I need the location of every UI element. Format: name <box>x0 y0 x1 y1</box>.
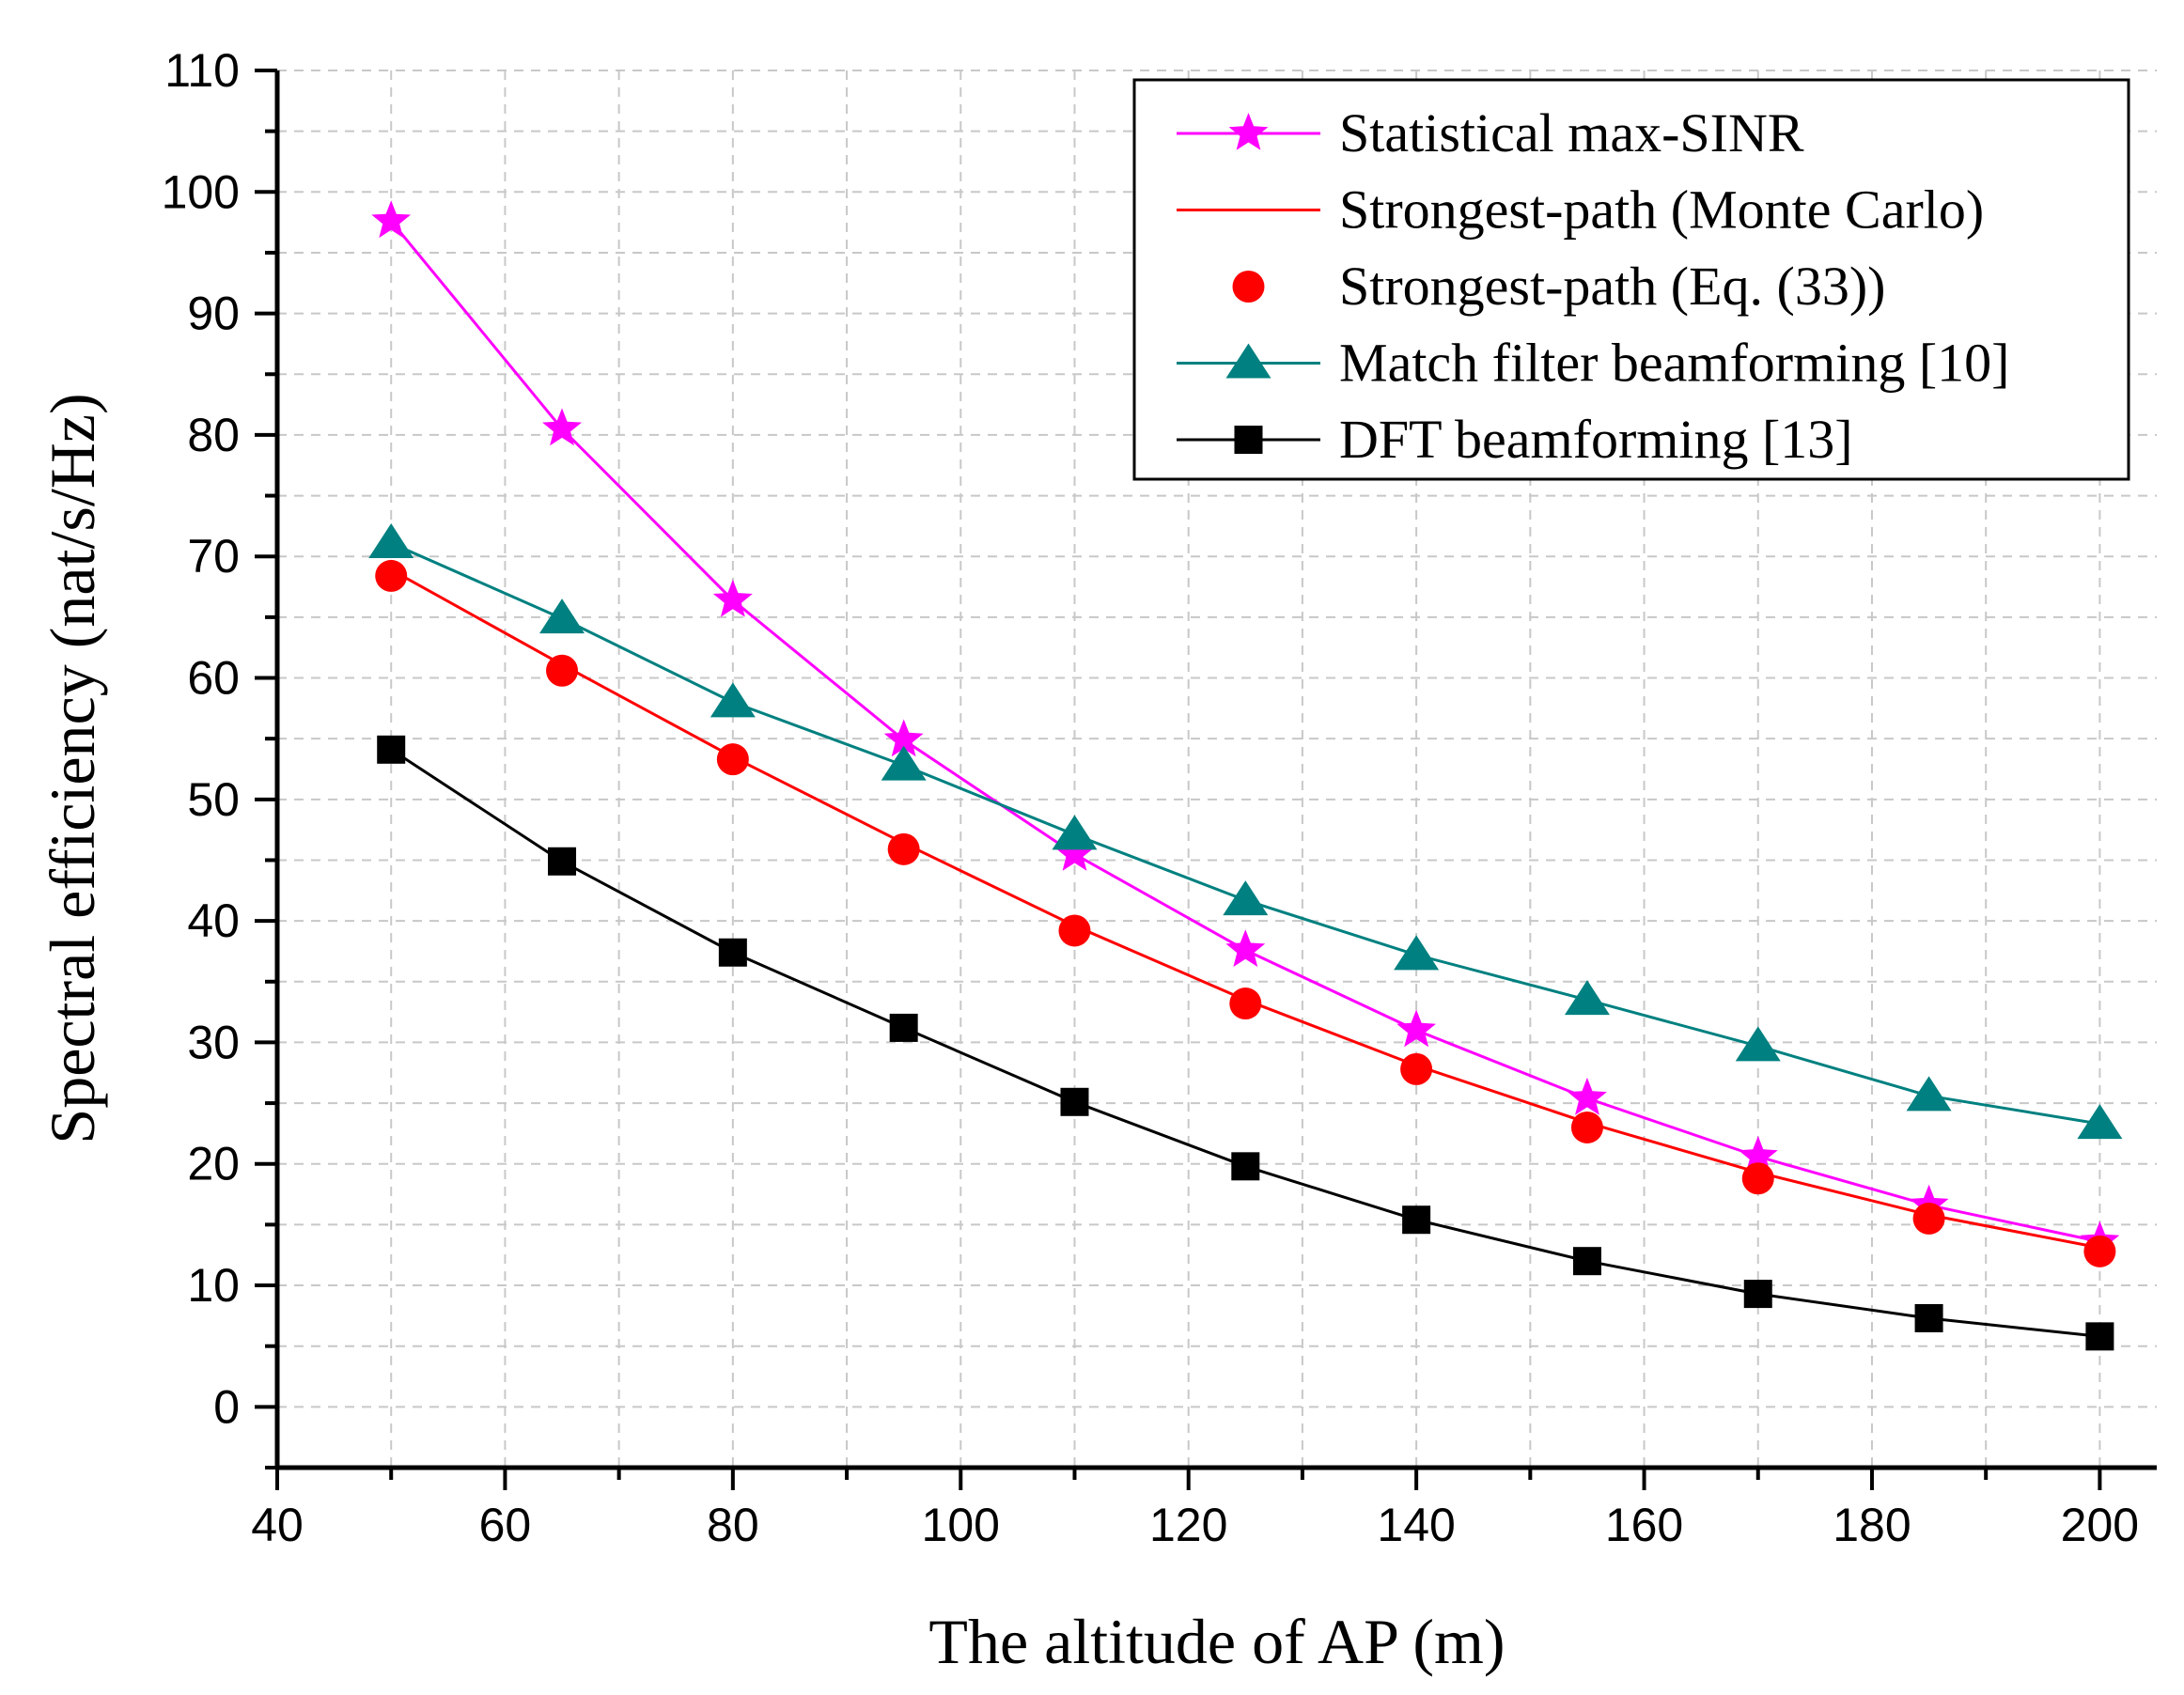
legend-box <box>1132 78 2130 481</box>
y-tick-label: 30 <box>187 1016 240 1068</box>
legend-entry-3: Match filter beamforming [10] <box>1177 333 2009 394</box>
data-point-square <box>718 938 747 967</box>
legend-marker <box>1232 271 1265 303</box>
y-tick-label: 40 <box>187 894 240 947</box>
data-point-star <box>1568 1077 1607 1115</box>
data-point-star <box>712 579 753 617</box>
data-point-triangle <box>2077 1104 2123 1140</box>
legend-marker <box>1228 113 1269 150</box>
x-tick-label: 180 <box>1833 1499 1911 1551</box>
data-point-triangle <box>1052 815 1098 850</box>
data-point-square <box>1914 1303 1943 1332</box>
data-point-triangle <box>1735 1026 1781 1062</box>
data-point-star <box>1396 1009 1436 1048</box>
x-tick-label: 80 <box>707 1499 759 1551</box>
data-point-triangle <box>1223 880 1269 916</box>
data-point-circle <box>887 832 920 865</box>
data-point-circle <box>1058 914 1091 947</box>
data-point-triangle <box>1564 980 1610 1016</box>
y-tick-label: 0 <box>213 1380 240 1433</box>
series-4 <box>377 735 2114 1351</box>
data-point-square <box>1743 1280 1772 1309</box>
y-tick-label: 110 <box>164 44 240 97</box>
legend-label: Strongest-path (Monte Carlo) <box>1339 179 1984 241</box>
data-point-star <box>542 408 582 446</box>
legend-label: Statistical max-SINR <box>1339 102 1804 163</box>
legend-entry-2: Strongest-path (Eq. (33)) <box>1232 256 1885 317</box>
x-tick-label: 60 <box>479 1499 532 1551</box>
data-point-triangle <box>881 745 927 781</box>
data-point-square <box>1402 1205 1431 1235</box>
x-axis-title: The altitude of AP (m) <box>928 1606 1505 1677</box>
legend-label: Match filter beamforming [10] <box>1339 333 2009 394</box>
x-tick-label: 160 <box>1605 1499 1683 1551</box>
y-axis-title: Spectral efficiency (nat/s/Hz) <box>37 393 108 1143</box>
series-layer <box>368 200 2123 1351</box>
data-point-circle <box>716 743 749 776</box>
data-point-square <box>1060 1087 1089 1116</box>
x-tick-label: 200 <box>2061 1499 2139 1551</box>
series-0 <box>371 200 2120 1259</box>
data-point-star <box>371 200 412 239</box>
ticks-layer: 0 10 20 30 40 50 60 70 80 90 100 110 40 60 80 100 120 140… <box>162 44 2140 1551</box>
data-point-circle <box>1400 1052 1433 1085</box>
data-point-triangle <box>539 599 585 634</box>
data-point-square <box>2085 1322 2114 1351</box>
data-point-star <box>883 719 924 757</box>
data-point-square <box>1572 1247 1601 1276</box>
data-point-circle <box>1741 1162 1774 1195</box>
data-point-circle <box>1570 1111 1603 1143</box>
y-tick-label: 70 <box>187 530 240 583</box>
y-tick-label: 60 <box>187 652 240 705</box>
legend-marker <box>1234 426 1263 454</box>
y-tick-label: 50 <box>187 773 240 826</box>
y-tick-label: 80 <box>187 409 240 461</box>
x-tick-label: 140 <box>1377 1499 1455 1551</box>
x-tick-label: 100 <box>922 1499 1000 1551</box>
series-3 <box>368 522 2123 1140</box>
legend-label: DFT beamforming [13] <box>1339 409 1853 470</box>
y-tick-label: 10 <box>187 1259 240 1312</box>
data-point-triangle <box>368 522 414 558</box>
x-tick-label: 40 <box>251 1499 304 1551</box>
x-tick-label: 120 <box>1149 1499 1227 1551</box>
legend-label: Strongest-path (Eq. (33)) <box>1339 256 1885 317</box>
series-2 <box>375 559 2116 1267</box>
data-point-circle <box>546 654 579 687</box>
data-point-triangle <box>1906 1076 1952 1112</box>
legend-entry-4: DFT beamforming [13] <box>1177 409 1853 470</box>
data-point-triangle <box>710 682 756 718</box>
data-point-star <box>1225 929 1266 967</box>
legend-entry-1: Strongest-path (Monte Carlo) <box>1177 179 1984 241</box>
axes-layer <box>274 70 2157 1470</box>
data-point-star <box>1738 1136 1778 1174</box>
data-point-square <box>377 735 406 764</box>
data-point-circle <box>2083 1235 2116 1267</box>
data-point-square <box>548 847 577 876</box>
series-line <box>390 541 2100 1126</box>
y-tick-label: 20 <box>187 1138 240 1190</box>
data-point-star <box>1054 833 1095 871</box>
legend-entry-0: Statistical max-SINR <box>1177 102 1804 163</box>
data-point-circle <box>1229 987 1262 1020</box>
data-point-square <box>1231 1152 1260 1181</box>
legend: Statistical max-SINR Strongest-path (Mont… <box>1132 78 2130 481</box>
y-tick-label: 100 <box>162 165 240 218</box>
data-point-circle <box>375 559 408 592</box>
data-point-square <box>889 1013 918 1042</box>
data-point-triangle <box>1394 935 1440 971</box>
y-tick-label: 90 <box>187 288 240 340</box>
data-point-circle <box>1912 1202 1945 1235</box>
legend-marker <box>1225 343 1271 379</box>
